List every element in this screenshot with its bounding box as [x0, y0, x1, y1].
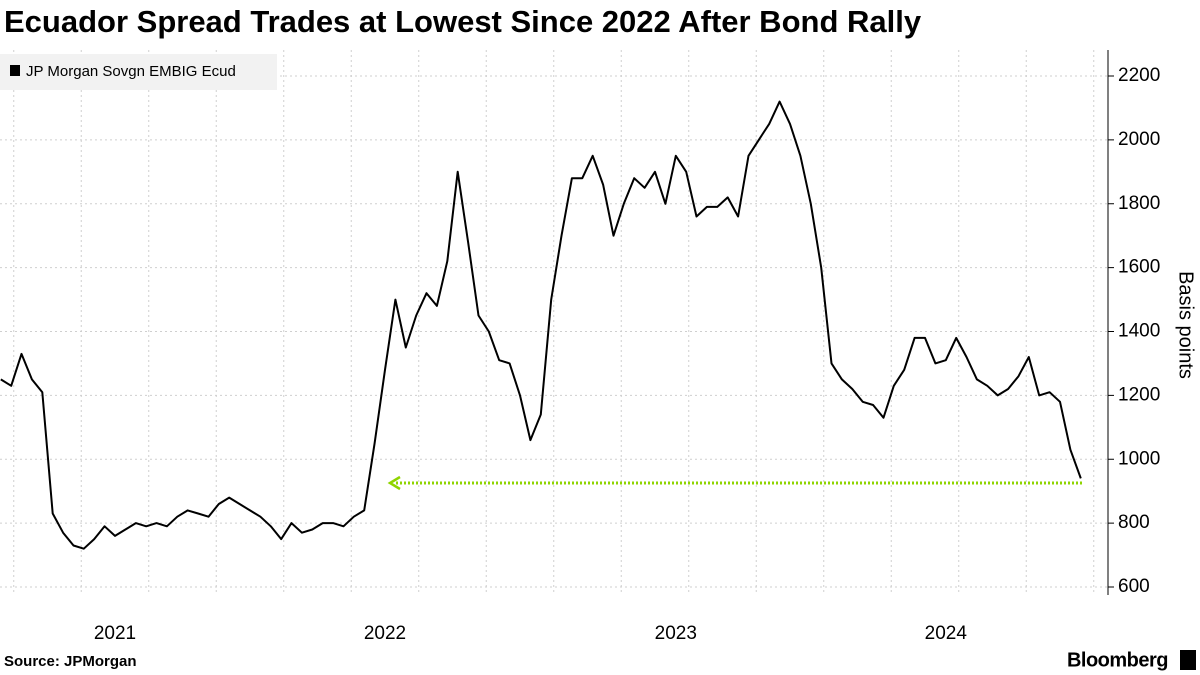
legend-label: JP Morgan Sovgn EMBIG Ecud — [26, 63, 236, 80]
brand: Bloomberg — [1067, 649, 1168, 671]
y-tick-label: 2000 — [1118, 129, 1160, 150]
x-tick-label: 2023 — [655, 623, 697, 644]
y-tick-label: 800 — [1118, 512, 1150, 533]
source: Source: JPMorgan — [4, 653, 137, 670]
y-tick-label: 1400 — [1118, 321, 1160, 342]
y-axis-label: Basis points — [1175, 271, 1197, 379]
x-tick-label: 2021 — [94, 623, 136, 644]
x-tick-label: 2024 — [925, 623, 968, 644]
legend: JP Morgan Sovgn EMBIG Ecud — [0, 54, 277, 90]
y-tick-label: 1000 — [1118, 448, 1160, 469]
brand-icon — [1180, 650, 1196, 670]
y-tick-label: 2200 — [1118, 65, 1160, 86]
y-tick-label: 1200 — [1118, 384, 1160, 405]
annotation-arrowhead — [387, 475, 401, 491]
legend-swatch — [10, 65, 20, 76]
chart-title: Ecuador Spread Trades at Lowest Since 20… — [4, 4, 922, 39]
y-tick-label: 1800 — [1118, 193, 1160, 214]
x-tick-label: 2022 — [364, 623, 406, 644]
line — [0, 100, 1082, 550]
legend-box — [0, 54, 277, 90]
y-tick-label: 600 — [1118, 576, 1150, 597]
y-tick-label: 1600 — [1118, 257, 1160, 278]
